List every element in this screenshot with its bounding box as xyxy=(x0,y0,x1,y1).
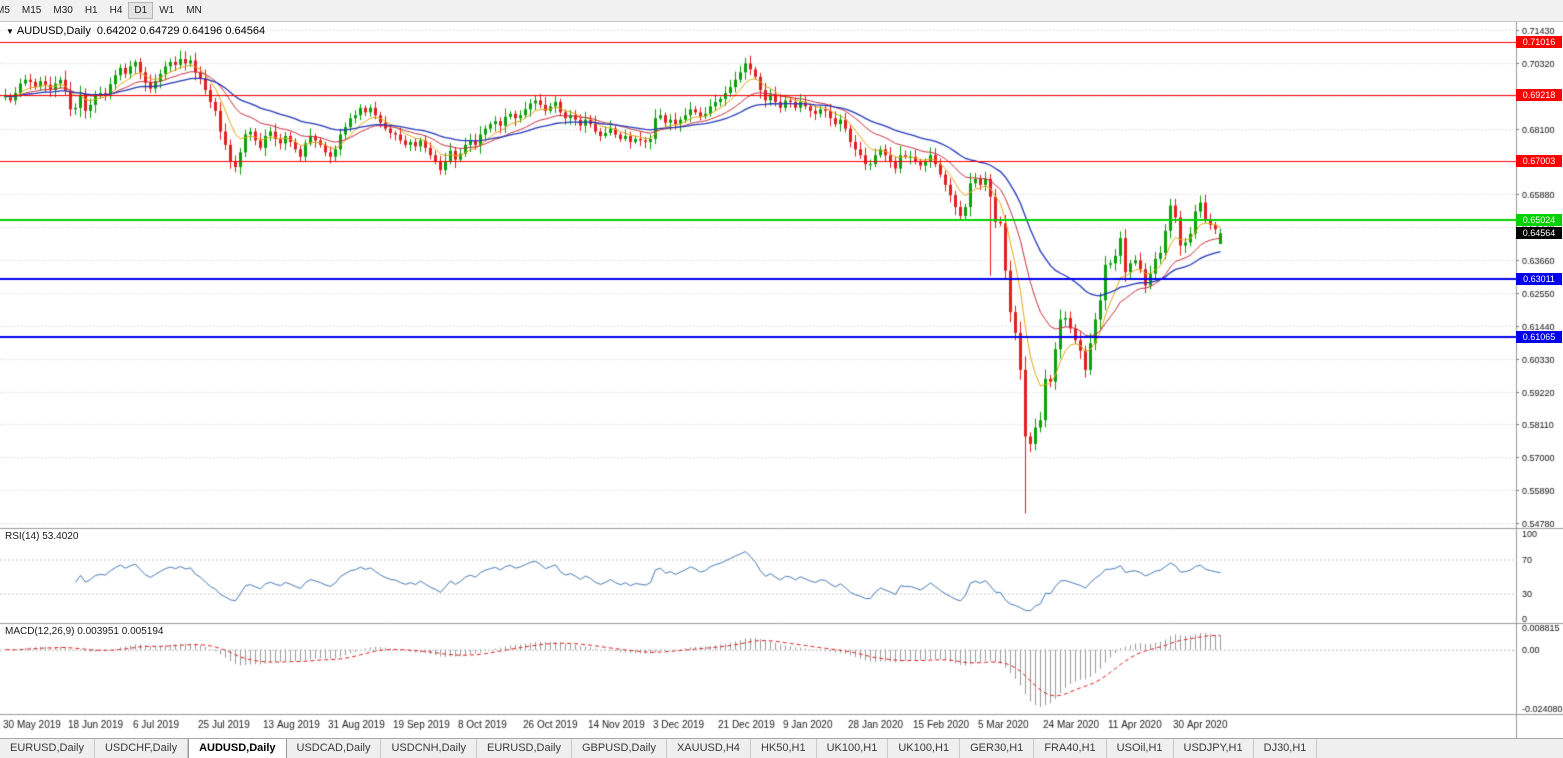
timeframe-button-m15[interactable]: M15 xyxy=(21,5,42,16)
chart-tab-usdchf-daily[interactable]: USDCHF,Daily xyxy=(95,739,189,758)
chart-symbol-label: AUDUSD,Daily xyxy=(16,25,91,37)
macd-name: MACD(12,26,9) xyxy=(5,626,75,637)
timeframe-button-h1[interactable]: H1 xyxy=(84,5,98,16)
chart-tab-hk50-h1[interactable]: HK50,H1 xyxy=(751,739,817,758)
chart-tab-ger30-h1[interactable]: GER30,H1 xyxy=(960,739,1035,758)
chart-tabs-bar: EURUSD,Daily USDCHF,Daily AUDUSD,Daily USDC… xyxy=(0,738,1563,758)
chart-area: ▼ AUDUSD,Daily 0.64202 0.64729 0.64196 0.6… xyxy=(0,22,1563,738)
timeframe-button-m5[interactable]: M5 xyxy=(0,5,10,16)
rsi-value: 53.4020 xyxy=(42,531,79,542)
timeframe-button-mn[interactable]: MN xyxy=(186,5,202,16)
chart-tab-usdcad-daily[interactable]: USDCAD,Daily xyxy=(287,739,382,758)
chart-tab-uk100-h1[interactable]: UK100,H1 xyxy=(817,739,889,758)
macd-indicator-label: MACD(12,26,9) 0.003951 0.005194 xyxy=(5,626,163,637)
timeframe-button-h4[interactable]: H4 xyxy=(109,5,123,16)
symbol-dropdown-icon[interactable]: ▼ xyxy=(6,27,14,36)
chart-tab-eurusd-daily[interactable]: EURUSD,Daily xyxy=(0,739,95,758)
chart-tab-audusd-daily[interactable]: AUDUSD,Daily xyxy=(188,739,287,758)
chart-tab-xauusd-h4[interactable]: XAUUSD,H4 xyxy=(667,739,751,758)
rsi-name: RSI(14) xyxy=(5,531,40,542)
chart-tab-gbpusd-daily[interactable]: GBPUSD,Daily xyxy=(572,739,667,758)
chart-tab-uk100-h1[interactable]: UK100,H1 xyxy=(888,739,961,758)
chart-tab-usdjpy-h1[interactable]: USDJPY,H1 xyxy=(1174,739,1254,758)
chart-tab-usdcnh-daily[interactable]: USDCNH,Daily xyxy=(381,739,478,758)
chart-title: ▼ AUDUSD,Daily 0.64202 0.64729 0.64196 0.6… xyxy=(6,25,265,37)
timeframe-button-d1[interactable]: D1 xyxy=(128,2,154,19)
chart-tab-dj30-h1[interactable]: DJ30,H1 xyxy=(1254,739,1318,758)
timeframe-toolbar: M5 M15 M30 H1 H4 D1 W1 MN xyxy=(0,0,1563,22)
price-chart-canvas[interactable] xyxy=(0,22,1563,738)
macd-values: 0.003951 0.005194 xyxy=(77,626,164,637)
timeframe-button-w1[interactable]: W1 xyxy=(159,5,175,16)
chart-tab-fra40-h1[interactable]: FRA40,H1 xyxy=(1034,739,1107,758)
chart-ohlc-values: 0.64202 0.64729 0.64196 0.64564 xyxy=(96,25,266,37)
rsi-indicator-label: RSI(14) 53.4020 xyxy=(5,531,78,542)
chart-tab-eurusd-daily[interactable]: EURUSD,Daily xyxy=(477,739,572,758)
chart-tab-usoil-h1[interactable]: USOil,H1 xyxy=(1107,739,1174,758)
timeframe-button-m30[interactable]: M30 xyxy=(53,5,73,16)
